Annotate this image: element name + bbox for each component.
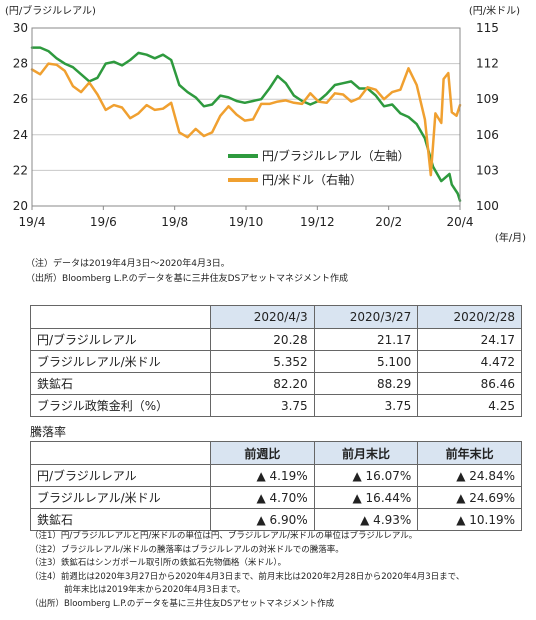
series-line-jpy-usd [30, 62, 462, 177]
table-notes: （注1）円/ブラジルレアルと円/米ドルの単位は円、ブラジルレアル/米ドルの単位は… [30, 530, 464, 611]
change-rate-table: 前週比 前月末比 前年末比 円/ブラジルレアル ▲ 4.19% ▲ 16.07%… [30, 441, 522, 531]
table-cell: ▲ 24.69% [417, 486, 522, 509]
table-note: 前年末比は2019年末から2020年4月3日まで。 [64, 585, 246, 595]
legend-label-brl: 円/ブラジルレアル（左軸） [262, 148, 410, 163]
table-header-corner [30, 441, 211, 465]
y-right-tick-label: 115 [476, 21, 499, 35]
series-line-jpy-brl [30, 46, 462, 202]
y-left-tick-label: 30 [13, 21, 28, 35]
table-note: （注2）ブラジルレアル/米ドルの騰落率はブラジルレアルの対米ドルでの騰落率。 [30, 544, 344, 555]
table-cell: 82.20 [210, 372, 315, 395]
x-tick-label: 20/4 [447, 215, 474, 229]
table-cell: ▲ 10.19% [417, 508, 522, 531]
row-label: ブラジルレアル/米ドル [30, 486, 211, 509]
exchange-rate-chart: 20 22 24 26 28 30 100 103 106 109 112 115 19/4 19/6 19… [5, 4, 526, 244]
table-cell: ▲ 16.44% [313, 486, 419, 509]
table-note: （注3）鉄鉱石はシンガポール取引所の鉄鉱石先物価格（米ドル）。 [30, 558, 287, 568]
market-data-table: 2020/4/3 2020/3/27 2020/2/28 円/ブラジルレアル 2… [30, 305, 522, 417]
chart-grid [32, 63, 460, 171]
table-header-row: 前週比 前月末比 前年末比 [30, 441, 522, 465]
table-header-period: 前週比 [210, 441, 315, 465]
table-cell: 4.472 [417, 350, 522, 373]
table-cell: ▲ 6.90% [210, 508, 315, 531]
table-cell: 21.17 [313, 328, 419, 351]
right-axis-unit: (円/米ドル) [469, 4, 520, 17]
row-label: 円/ブラジルレアル [30, 328, 211, 351]
table-cell: 5.100 [313, 350, 419, 373]
y-left-tick-label: 28 [13, 57, 28, 71]
chart-axes: 20 22 24 26 28 30 100 103 106 109 112 115 19/4 19/6 19… [13, 21, 499, 229]
chart-note-source: （出所）Bloomberg L.P.のデータを基に三井住友DSアセットマネジメン… [26, 274, 349, 284]
x-tick-label: 19/8 [161, 215, 188, 229]
table-header-row: 2020/4/3 2020/3/27 2020/2/28 [30, 305, 522, 329]
row-label: 鉄鉱石 [30, 508, 211, 531]
table-cell: ▲ 16.07% [313, 464, 419, 487]
table-cell: 3.75 [313, 394, 419, 417]
table-row: 鉄鉱石 ▲ 6.90% ▲ 4.93% ▲ 10.19% [30, 508, 522, 531]
table-header-corner [30, 305, 211, 329]
table-row: ブラジルレアル/米ドル ▲ 4.70% ▲ 16.44% ▲ 24.69% [30, 486, 522, 509]
x-tick-label: 19/4 [19, 215, 46, 229]
y-left-tick-label: 22 [13, 163, 28, 177]
table-note: （注4）前週比は2020年3月27日から2020年4月3日まで、前月末比は202… [30, 571, 465, 582]
table-cell: 20.28 [210, 328, 315, 351]
table-header-date: 2020/2/28 [417, 305, 522, 329]
table-cell: ▲ 4.19% [210, 464, 315, 487]
y-right-tick-label: 109 [476, 92, 499, 106]
x-tick-label: 19/10 [229, 215, 264, 229]
table-cell: 24.17 [417, 328, 522, 351]
x-tick-label: 20/2 [375, 215, 402, 229]
table-cell: 88.29 [313, 372, 419, 395]
y-right-tick-label: 103 [476, 163, 499, 177]
row-label: ブラジル政策金利（%） [30, 394, 211, 417]
table-cell: 86.46 [417, 372, 522, 395]
chart-series [30, 46, 462, 202]
y-right-tick-label: 106 [476, 128, 499, 142]
table-note-source: （出所）Bloomberg L.P.のデータを基に三井住友DSアセットマネジメン… [30, 598, 335, 609]
table-cell: ▲ 4.93% [313, 508, 419, 531]
table-row: ブラジル政策金利（%） 3.75 3.75 4.25 [30, 394, 522, 417]
x-tick-label: 19/12 [300, 215, 335, 229]
row-label: ブラジルレアル/米ドル [30, 350, 211, 373]
x-axis-unit: (年/月) [495, 231, 526, 244]
y-right-tick-label: 100 [476, 199, 499, 213]
table-row: ブラジルレアル/米ドル 5.352 5.100 4.472 [30, 350, 522, 373]
legend-label-usd: 円/米ドル（右軸） [262, 172, 362, 187]
y-left-tick-label: 26 [13, 92, 28, 106]
table-row: 円/ブラジルレアル ▲ 4.19% ▲ 16.07% ▲ 24.84% [30, 464, 522, 487]
chart-notes: （注）データは2019年4月3日～2020年4月3日。 （出所）Bloomber… [26, 257, 348, 287]
table-cell: 5.352 [210, 350, 315, 373]
table-note: （注1）円/ブラジルレアルと円/米ドルの単位は円、ブラジルレアル/米ドルの単位は… [30, 531, 418, 541]
chart-legend: 円/ブラジルレアル（左軸） 円/米ドル（右軸） [228, 148, 410, 187]
table-cell: 3.75 [210, 394, 315, 417]
table-row: 鉄鉱石 82.20 88.29 86.46 [30, 372, 522, 395]
y-right-tick-label: 112 [476, 57, 499, 71]
table-header-date: 2020/3/27 [313, 305, 419, 329]
table-header-period: 前月末比 [313, 441, 419, 465]
left-axis-unit: (円/ブラジルレアル) [5, 4, 96, 17]
row-label: 円/ブラジルレアル [30, 464, 211, 487]
table-cell: ▲ 4.70% [210, 486, 315, 509]
chart-note-period: （注）データは2019年4月3日～2020年4月3日。 [26, 259, 230, 269]
x-tick-label: 19/6 [90, 215, 117, 229]
table-row: 円/ブラジルレアル 20.28 21.17 24.17 [30, 328, 522, 351]
row-label: 鉄鉱石 [30, 372, 211, 395]
y-left-tick-label: 20 [13, 199, 28, 213]
table-header-date: 2020/4/3 [210, 305, 315, 329]
change-rate-title: 騰落率 [30, 425, 67, 439]
table-cell: 4.25 [417, 394, 522, 417]
table-header-period: 前年末比 [417, 441, 522, 465]
table-cell: ▲ 24.84% [417, 464, 522, 487]
y-left-tick-label: 24 [13, 128, 28, 142]
